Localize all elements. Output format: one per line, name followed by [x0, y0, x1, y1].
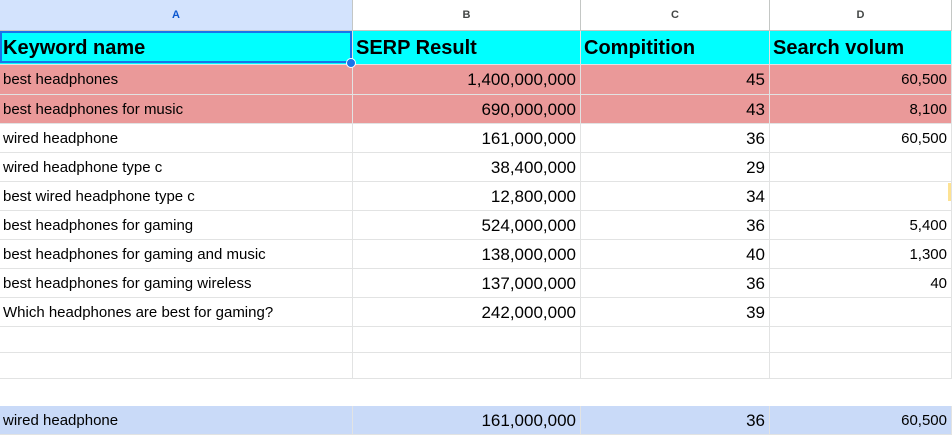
serp-result-cell[interactable]: 242,000,000: [353, 298, 581, 327]
serp-result-cell[interactable]: 38,400,000: [353, 153, 581, 182]
title-row: Keyword name SERP Result Compitition Sea…: [0, 31, 952, 65]
table-row: [0, 327, 952, 353]
table-row: best wired headphone type c 12,800,000 34: [0, 182, 952, 211]
column-header-a[interactable]: A: [0, 0, 353, 31]
serp-result-cell[interactable]: 161,000,000: [353, 124, 581, 153]
table-row: best headphones for music 690,000,000 43 8,…: [0, 95, 952, 124]
column-header-c[interactable]: C: [581, 0, 770, 31]
table-row: best headphones for gaming wireless 137,0…: [0, 269, 952, 298]
search-volume-cell[interactable]: 8,100: [770, 95, 952, 124]
header-cell-keyword-name[interactable]: Keyword name: [0, 31, 353, 65]
competition-cell[interactable]: 36: [581, 211, 770, 240]
serp-result-cell[interactable]: [353, 353, 581, 379]
competition-cell[interactable]: 36: [581, 406, 770, 435]
table-row: best headphones 1,400,000,000 45 60,500: [0, 65, 952, 95]
header-cell-competition[interactable]: Compitition: [581, 31, 770, 65]
serp-result-cell[interactable]: 137,000,000: [353, 269, 581, 298]
competition-cell[interactable]: [581, 327, 770, 353]
keyword-cell[interactable]: best headphones for gaming wireless: [0, 269, 353, 298]
keyword-cell[interactable]: wired headphone: [0, 406, 353, 435]
table-row: wired headphone 161,000,000 36 60,500: [0, 124, 952, 153]
table-row: wired headphone 161,000,000 36 60,500: [0, 406, 952, 435]
competition-cell[interactable]: 36: [581, 124, 770, 153]
search-volume-cell[interactable]: 1,300: [770, 240, 952, 269]
search-volume-cell[interactable]: [770, 153, 952, 182]
cell-note-marker: [948, 183, 951, 201]
serp-result-cell[interactable]: 138,000,000: [353, 240, 581, 269]
competition-cell[interactable]: 29: [581, 153, 770, 182]
competition-cell[interactable]: 40: [581, 240, 770, 269]
competition-cell[interactable]: [581, 353, 770, 379]
keyword-cell[interactable]: best headphones: [0, 65, 353, 95]
serp-result-cell[interactable]: 690,000,000: [353, 95, 581, 124]
keyword-cell[interactable]: best headphones for gaming and music: [0, 240, 353, 269]
search-volume-cell[interactable]: 60,500: [770, 406, 952, 435]
search-volume-cell[interactable]: 60,500: [770, 65, 952, 95]
column-header-b[interactable]: B: [353, 0, 581, 31]
column-header-d[interactable]: D: [770, 0, 952, 31]
serp-result-cell[interactable]: 12,800,000: [353, 182, 581, 211]
search-volume-cell[interactable]: [770, 353, 952, 379]
table-row: Which headphones are best for gaming? 242…: [0, 298, 952, 327]
serp-result-cell[interactable]: [353, 327, 581, 353]
table-row: best headphones for gaming 524,000,000 36 5…: [0, 211, 952, 240]
header-cell-serp-result[interactable]: SERP Result: [353, 31, 581, 65]
serp-result-cell[interactable]: 161,000,000: [353, 406, 581, 435]
serp-result-cell[interactable]: 1,400,000,000: [353, 65, 581, 95]
search-volume-cell[interactable]: 60,500: [770, 124, 952, 153]
keyword-cell[interactable]: [0, 353, 353, 379]
competition-cell[interactable]: 43: [581, 95, 770, 124]
column-header-row: A B C D: [0, 0, 952, 31]
search-volume-cell[interactable]: [770, 298, 952, 327]
competition-cell[interactable]: 36: [581, 269, 770, 298]
competition-cell[interactable]: 45: [581, 65, 770, 95]
keyword-cell[interactable]: wired headphone: [0, 124, 353, 153]
fill-handle[interactable]: [346, 58, 356, 68]
keyword-cell[interactable]: wired headphone type c: [0, 153, 353, 182]
search-volume-cell[interactable]: [770, 327, 952, 353]
search-volume-cell[interactable]: 40: [770, 269, 952, 298]
keyword-cell[interactable]: [0, 327, 353, 353]
serp-result-cell[interactable]: 524,000,000: [353, 211, 581, 240]
search-volume-cell[interactable]: [770, 182, 952, 211]
keyword-cell[interactable]: Which headphones are best for gaming?: [0, 298, 353, 327]
table-row: wired headphone type c 38,400,000 29: [0, 153, 952, 182]
table-row: best headphones for gaming and music 138,…: [0, 240, 952, 269]
header-cell-search-volume[interactable]: Search volum: [770, 31, 952, 65]
keyword-cell[interactable]: best headphones for music: [0, 95, 353, 124]
keyword-cell[interactable]: best headphones for gaming: [0, 211, 353, 240]
competition-cell[interactable]: 39: [581, 298, 770, 327]
keyword-cell[interactable]: best wired headphone type c: [0, 182, 353, 211]
search-volume-cell[interactable]: 5,400: [770, 211, 952, 240]
competition-cell[interactable]: 34: [581, 182, 770, 211]
table-row: [0, 353, 952, 379]
